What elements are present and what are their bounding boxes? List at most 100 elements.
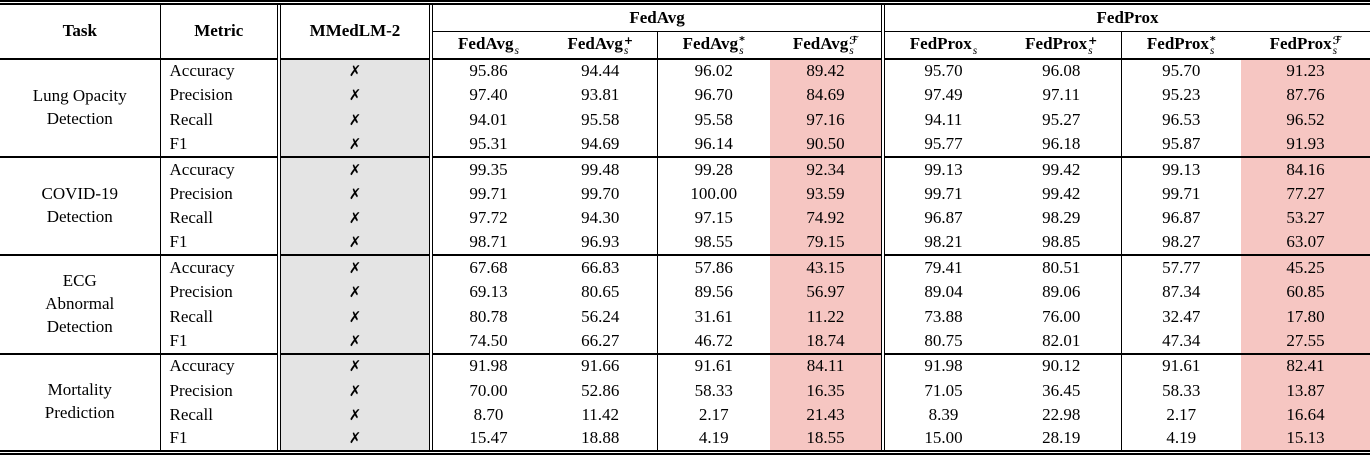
- metric-cell: Precision: [159, 83, 279, 108]
- metric-cell: Recall: [159, 304, 279, 330]
- table-row: Mortality Prediction Accuracy ✗ 91.98 91…: [0, 352, 1370, 452]
- mmedlm-cell: ✗: [277, 304, 431, 330]
- mmedlm-cell: ✗: [277, 279, 431, 305]
- value-cell: 28.19: [1042, 428, 1081, 448]
- col-header-fedavg-s: FedAvg s: [429, 31, 544, 60]
- table-row: Recall ✗ 97.72 94.30 97.15 74.92 96.87 9…: [0, 206, 1370, 231]
- table-row: F1 ✗ 95.31 94.69 96.14 90.50 95.77 96.18…: [0, 132, 1370, 157]
- value-cell: 99.70: [581, 183, 620, 203]
- mmedlm-cell: ✗: [277, 254, 431, 280]
- col-header-fedprox-s: FedProx s: [881, 31, 1003, 60]
- col-header-fedprox-plus: FedProx + s: [1002, 31, 1122, 60]
- mmedlm-cell: ✗: [277, 57, 431, 84]
- value-cell: 96.14: [656, 132, 770, 157]
- value-cell: 99.71: [1120, 181, 1242, 207]
- value-cell: 16.64: [1241, 402, 1370, 428]
- value-cell: 95.23: [1120, 83, 1242, 108]
- value-cell: 94.30: [581, 208, 620, 228]
- value-cell: 98.71: [429, 230, 544, 256]
- value-cell: 96.87: [1120, 206, 1242, 231]
- value-cell: 97.40: [429, 83, 544, 108]
- value-cell: 11.42: [581, 405, 620, 425]
- value-cell: 15.00: [881, 427, 1003, 452]
- value-cell: 32.47: [1120, 304, 1242, 330]
- value-cell: 92.34: [770, 155, 884, 182]
- metric-cell: Recall: [159, 206, 279, 231]
- mmedlm-cell: ✗: [277, 155, 431, 182]
- metric-cell: Recall: [159, 107, 279, 133]
- value-cell: 18.88: [581, 428, 620, 448]
- value-cell: 8.39: [881, 402, 1003, 428]
- value-cell: 17.80: [1241, 304, 1370, 330]
- value-cell: 56.97: [770, 279, 884, 305]
- cross-icon: ✗: [348, 86, 362, 105]
- mmedlm-cell: ✗: [277, 107, 431, 133]
- value-cell: 91.66: [544, 352, 657, 379]
- value-cell: 95.58: [581, 109, 620, 129]
- mmedlm-cell: ✗: [277, 427, 431, 452]
- value-cell: 73.88: [881, 304, 1003, 330]
- mmedlm-cell: ✗: [277, 402, 431, 428]
- value-cell: 46.72: [656, 329, 770, 354]
- value-cell: 96.52: [1241, 107, 1370, 133]
- value-cell: 84.16: [1241, 155, 1370, 182]
- metric-cell: Precision: [159, 279, 279, 305]
- value-cell: 96.70: [656, 83, 770, 108]
- value-cell: 99.48: [544, 155, 657, 182]
- table-row: ECG Abnormal Detection Accuracy ✗ 67.68 …: [0, 254, 1370, 354]
- mmedlm-cell: ✗: [277, 230, 431, 256]
- table-row: F1 ✗ 15.47 18.88 4.19 18.55 15.00 28.19 …: [0, 427, 1370, 452]
- metric-cell: Precision: [159, 181, 279, 207]
- value-cell: 57.77: [1120, 254, 1242, 280]
- table-row: COVID-19 Detection Accuracy ✗ 99.35 99.4…: [0, 155, 1370, 256]
- table-row: Recall ✗ 80.78 56.24 31.61 11.22 73.88 7…: [0, 304, 1370, 330]
- value-cell: 99.71: [881, 181, 1003, 207]
- value-cell: 96.53: [1120, 107, 1242, 133]
- value-cell: 77.27: [1241, 181, 1370, 207]
- task-cell: Lung Opacity Detection: [0, 57, 160, 157]
- value-cell: 15.47: [429, 427, 544, 452]
- value-cell: 36.45: [1042, 380, 1081, 400]
- value-cell: 71.05: [881, 378, 1003, 403]
- value-cell: 91.98: [429, 352, 544, 379]
- value-cell: 96.08: [1002, 57, 1122, 84]
- mmedlm-cell: ✗: [277, 83, 431, 108]
- mmedlm-cell: ✗: [277, 132, 431, 157]
- task-group-covid19: COVID-19 Detection Accuracy ✗ 99.35 99.4…: [0, 155, 1370, 256]
- value-cell: 91.98: [881, 352, 1003, 379]
- col-header-metric: Metric: [159, 2, 279, 60]
- value-cell: 66.27: [581, 330, 620, 350]
- value-cell: 91.61: [1120, 352, 1242, 379]
- value-cell: 79.41: [881, 254, 1003, 280]
- cross-icon: ✗: [348, 429, 362, 448]
- value-cell: 95.70: [881, 57, 1003, 84]
- value-cell: 58.33: [656, 378, 770, 403]
- value-cell: 99.13: [881, 155, 1003, 182]
- value-cell: 89.06: [1042, 282, 1081, 302]
- value-cell: 79.15: [770, 230, 884, 256]
- value-cell: 97.16: [770, 107, 884, 133]
- value-cell: 94.69: [581, 134, 620, 154]
- metric-cell: Accuracy: [159, 352, 279, 379]
- value-cell: 60.85: [1241, 279, 1370, 305]
- value-cell: 93.59: [770, 181, 884, 207]
- value-cell: 76.00: [1042, 306, 1081, 326]
- value-cell: 94.11: [881, 107, 1003, 133]
- value-cell: 98.21: [881, 230, 1003, 256]
- metric-cell: Accuracy: [159, 57, 279, 84]
- value-cell: 98.27: [1120, 230, 1242, 256]
- task-group-lung-opacity: Lung Opacity Detection Accuracy ✗ 95.86 …: [0, 57, 1370, 157]
- cross-icon: ✗: [348, 233, 362, 252]
- value-cell: 98.85: [1042, 232, 1081, 252]
- table-row: F1 ✗ 74.50 66.27 46.72 18.74 80.75 82.01…: [0, 329, 1370, 354]
- value-cell: 91.61: [656, 352, 770, 379]
- mmedlm-cell: ✗: [277, 329, 431, 354]
- cross-icon: ✗: [348, 209, 362, 228]
- table-row: Precision ✗ 99.71 99.70 100.00 93.59 99.…: [0, 181, 1370, 207]
- value-cell: 100.00: [656, 181, 770, 207]
- cross-icon: ✗: [348, 357, 362, 376]
- value-cell: 11.22: [770, 304, 884, 330]
- table-header: Task Metric MMedLM-2 FedAvg FedProx FedA…: [0, 2, 1370, 60]
